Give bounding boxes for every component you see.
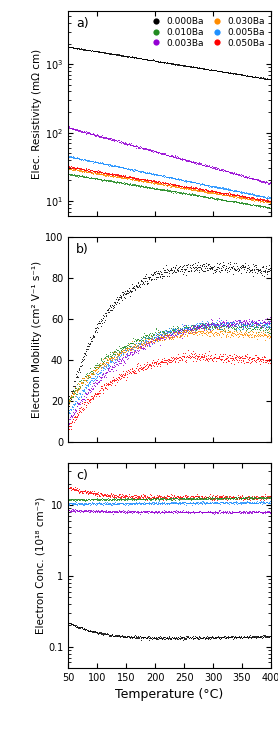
Y-axis label: Electron Mobility (cm² V⁻¹ s⁻¹): Electron Mobility (cm² V⁻¹ s⁻¹) (32, 261, 42, 418)
Text: c): c) (76, 469, 88, 482)
Legend: 0.000Ba, 0.010Ba, 0.003Ba, 0.030Ba, 0.005Ba, 0.050Ba: 0.000Ba, 0.010Ba, 0.003Ba, 0.030Ba, 0.00… (145, 15, 267, 50)
Y-axis label: Electron Conc. (10¹⁸ cm⁻³): Electron Conc. (10¹⁸ cm⁻³) (35, 496, 45, 634)
Text: a): a) (76, 17, 89, 30)
X-axis label: Temperature (°C): Temperature (°C) (115, 688, 224, 702)
Text: b): b) (76, 243, 89, 256)
Y-axis label: Elec. Resistivity (mΩ cm): Elec. Resistivity (mΩ cm) (32, 48, 42, 179)
